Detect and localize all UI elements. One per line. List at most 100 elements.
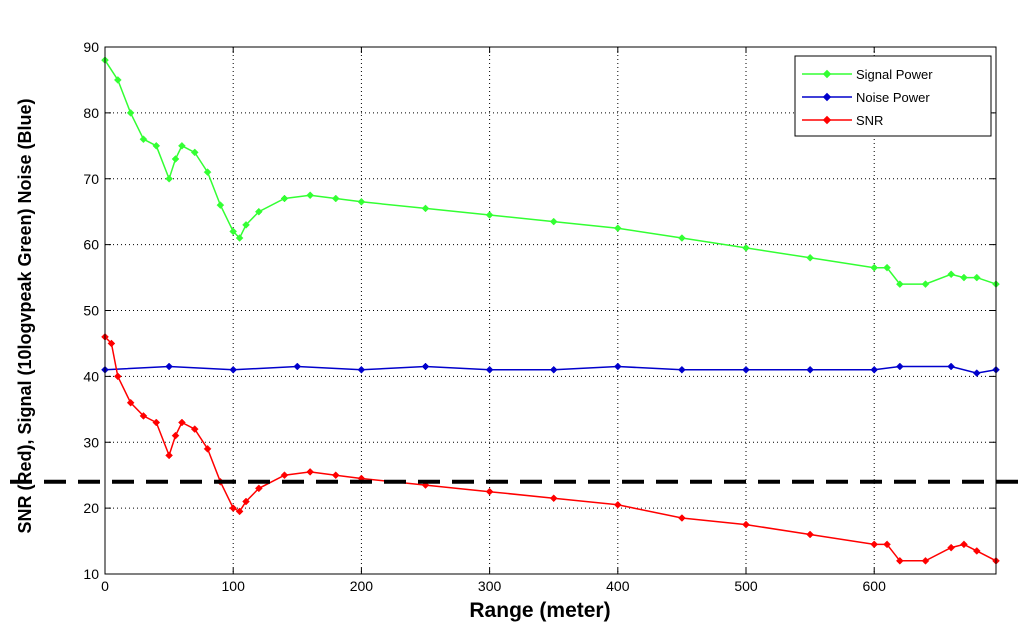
data-point [972, 547, 981, 555]
y-tick-label: 70 [83, 171, 99, 187]
data-point [485, 487, 494, 496]
data-point [152, 141, 161, 150]
data-point [165, 174, 173, 183]
data-point [806, 365, 814, 374]
data-point [806, 253, 814, 262]
data-point [960, 540, 968, 549]
data-point [331, 471, 340, 480]
data-point [165, 451, 173, 460]
data-point [960, 273, 968, 282]
data-point [485, 365, 494, 374]
data-point [549, 217, 558, 226]
data-point [947, 270, 955, 279]
y-tick-label: 60 [83, 237, 99, 253]
legend-label: SNR [856, 113, 883, 128]
data-point [613, 500, 622, 509]
x-tick-label: 300 [478, 578, 502, 594]
data-point [178, 141, 186, 150]
data-point [229, 504, 238, 512]
data-point [895, 280, 904, 289]
data-point [613, 224, 622, 233]
data-point [895, 362, 904, 371]
data-point [870, 540, 879, 549]
x-tick-label: 400 [606, 578, 630, 594]
data-point [549, 365, 558, 374]
y-tick-label: 20 [83, 500, 99, 516]
data-point [972, 273, 981, 282]
data-point [254, 207, 263, 216]
data-point [883, 263, 891, 272]
data-point [870, 365, 879, 374]
x-tick-label: 200 [350, 578, 374, 594]
x-tick-label: 500 [734, 578, 758, 594]
y-tick-label: 80 [83, 105, 99, 121]
x-tick-label: 600 [863, 578, 887, 594]
data-point [171, 431, 180, 440]
data-point [216, 201, 225, 209]
data-point [126, 109, 135, 117]
axis-ticks: 0 100 200 300 400 500 600 10 20 30 40 50 60 70 80 90 [83, 39, 996, 594]
x-axis-label: Range (meter) [469, 599, 610, 622]
data-point [947, 362, 955, 371]
data-point [357, 365, 366, 374]
data-point [242, 497, 250, 506]
data-point [613, 362, 622, 371]
data-point [152, 418, 161, 427]
legend-label: Signal Power [856, 67, 933, 82]
data-point [306, 191, 314, 200]
data-point [126, 398, 135, 407]
data-point [203, 168, 212, 177]
data-point [107, 339, 116, 348]
data-point [190, 148, 199, 157]
data-point [331, 194, 340, 203]
legend-label: Noise Power [856, 90, 930, 105]
data-point [280, 194, 289, 203]
data-point [171, 155, 180, 163]
y-tick-label: 90 [83, 39, 99, 55]
data-point [235, 234, 244, 242]
data-point [242, 221, 250, 229]
data-point [113, 372, 122, 381]
data-point [229, 365, 238, 374]
y-axis-label: SNR (Red), Signal (10logvpeak Green) Noi… [15, 98, 35, 533]
data-point [947, 543, 955, 552]
y-tick-label: 30 [83, 434, 99, 450]
legend-marker [822, 92, 832, 102]
series-noise-power [101, 362, 1000, 377]
data-point [139, 412, 148, 420]
data-point [139, 135, 148, 144]
data-point [806, 530, 814, 539]
data-point [742, 365, 750, 374]
data-point [678, 234, 686, 242]
data-point [229, 227, 238, 236]
data-point [203, 444, 212, 453]
x-tick-label: 0 [101, 578, 109, 594]
data-point [921, 556, 930, 565]
data-point [235, 507, 244, 516]
data-point [883, 540, 891, 549]
data-point [678, 365, 686, 374]
data-point [870, 263, 879, 272]
data-point [165, 362, 173, 371]
data-point [306, 468, 314, 476]
x-tick-label: 100 [222, 578, 246, 594]
legend-marker [822, 69, 832, 79]
y-tick-label: 50 [83, 303, 99, 319]
data-point [190, 425, 199, 433]
data-point [357, 197, 366, 206]
legend: Signal Power Noise Power SNR [794, 55, 992, 137]
data-point [421, 204, 430, 213]
data-point [280, 471, 289, 480]
data-point [549, 494, 558, 503]
grid [105, 47, 996, 574]
data-point [678, 514, 686, 522]
legend-marker [822, 115, 832, 125]
data-point [293, 362, 302, 371]
series-signal-power [101, 56, 1000, 289]
data-point [485, 211, 494, 219]
data-point [742, 520, 750, 529]
data-point [421, 362, 430, 371]
y-tick-label: 40 [83, 368, 99, 384]
data-point [742, 244, 750, 252]
